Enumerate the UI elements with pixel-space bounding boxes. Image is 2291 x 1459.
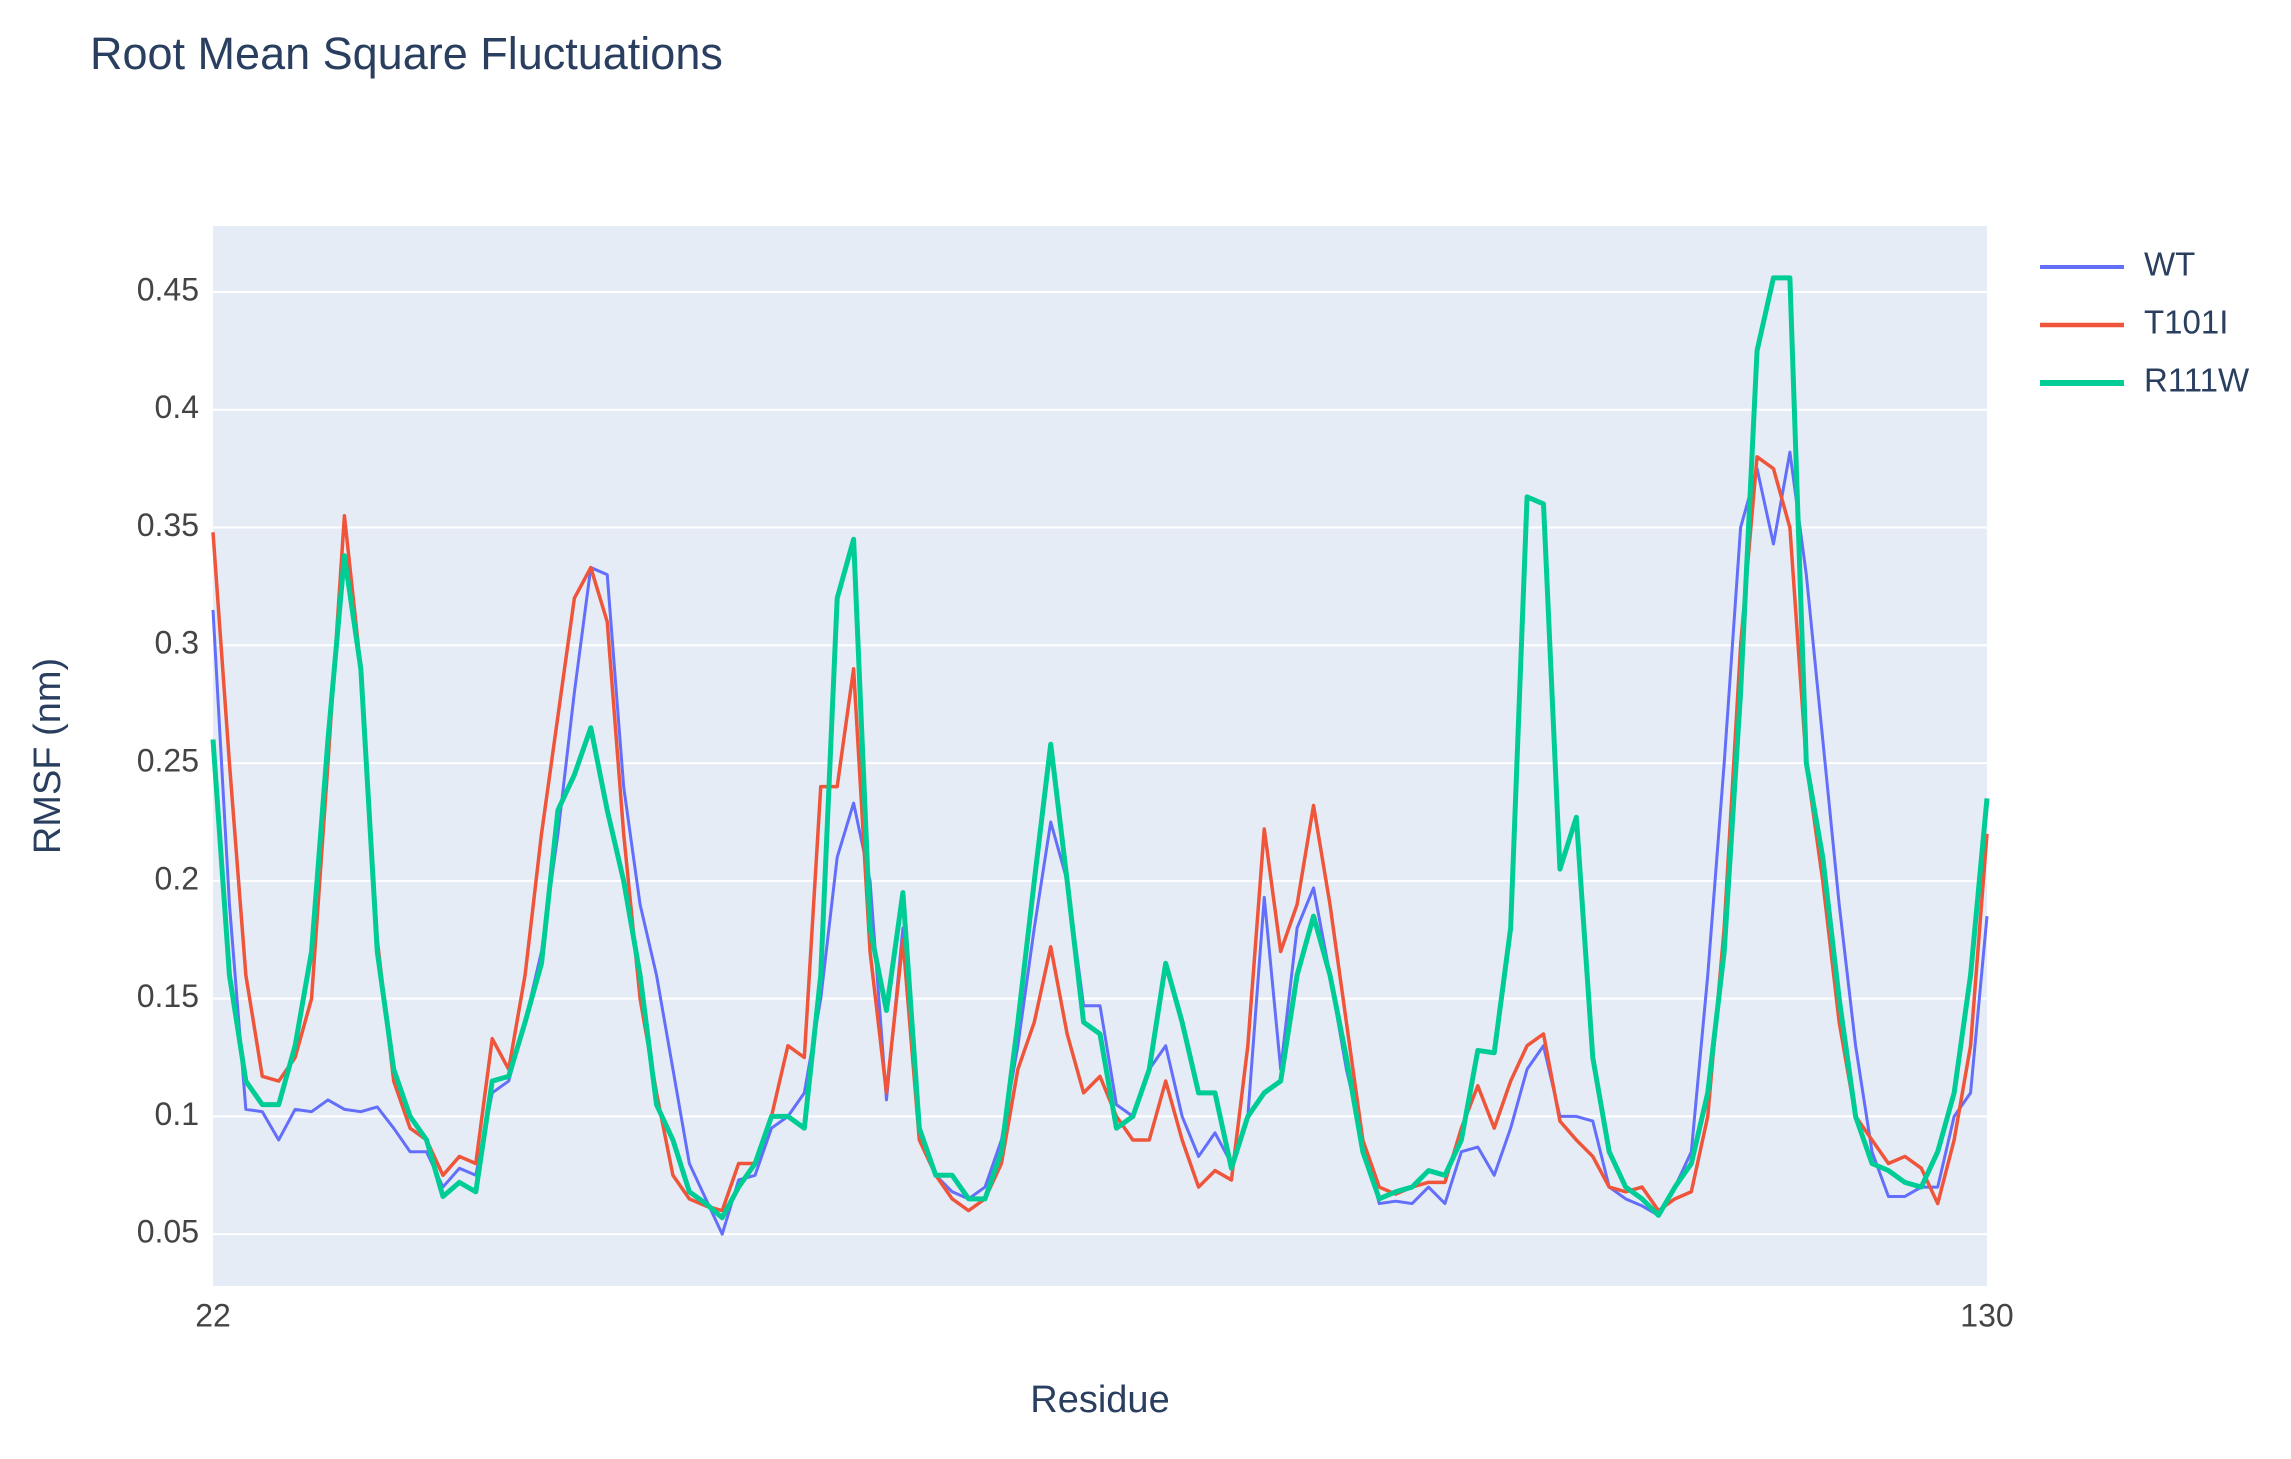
- y-tick-label: 0.1: [155, 1096, 199, 1132]
- plot-background: [213, 226, 1987, 1286]
- line-series: [210, 275, 1990, 1221]
- legend-label: WT: [2144, 246, 2195, 283]
- legend-label: R111W: [2144, 362, 2250, 399]
- x-tick-label: 22: [195, 1297, 231, 1333]
- y-tick-label: 0.25: [137, 743, 199, 779]
- y-tick-label: 0.15: [137, 978, 199, 1014]
- chart-title: Root Mean Square Fluctuations: [90, 28, 723, 79]
- y-tick-label: 0.45: [137, 271, 199, 307]
- y-tick-label: 0.3: [155, 625, 199, 661]
- y-tick-label: 0.05: [137, 1214, 199, 1250]
- y-axis-label: RMSF (nm): [27, 658, 69, 854]
- y-tick-label: 0.35: [137, 507, 199, 543]
- x-axis-label: Residue: [1030, 1379, 1169, 1421]
- y-tick-label: 0.4: [155, 389, 199, 425]
- line-series: [211, 450, 1989, 1236]
- legend-label: T101I: [2144, 304, 2228, 341]
- x-tick-label: 130: [1960, 1297, 2013, 1333]
- y-tick-label: 0.2: [155, 860, 199, 896]
